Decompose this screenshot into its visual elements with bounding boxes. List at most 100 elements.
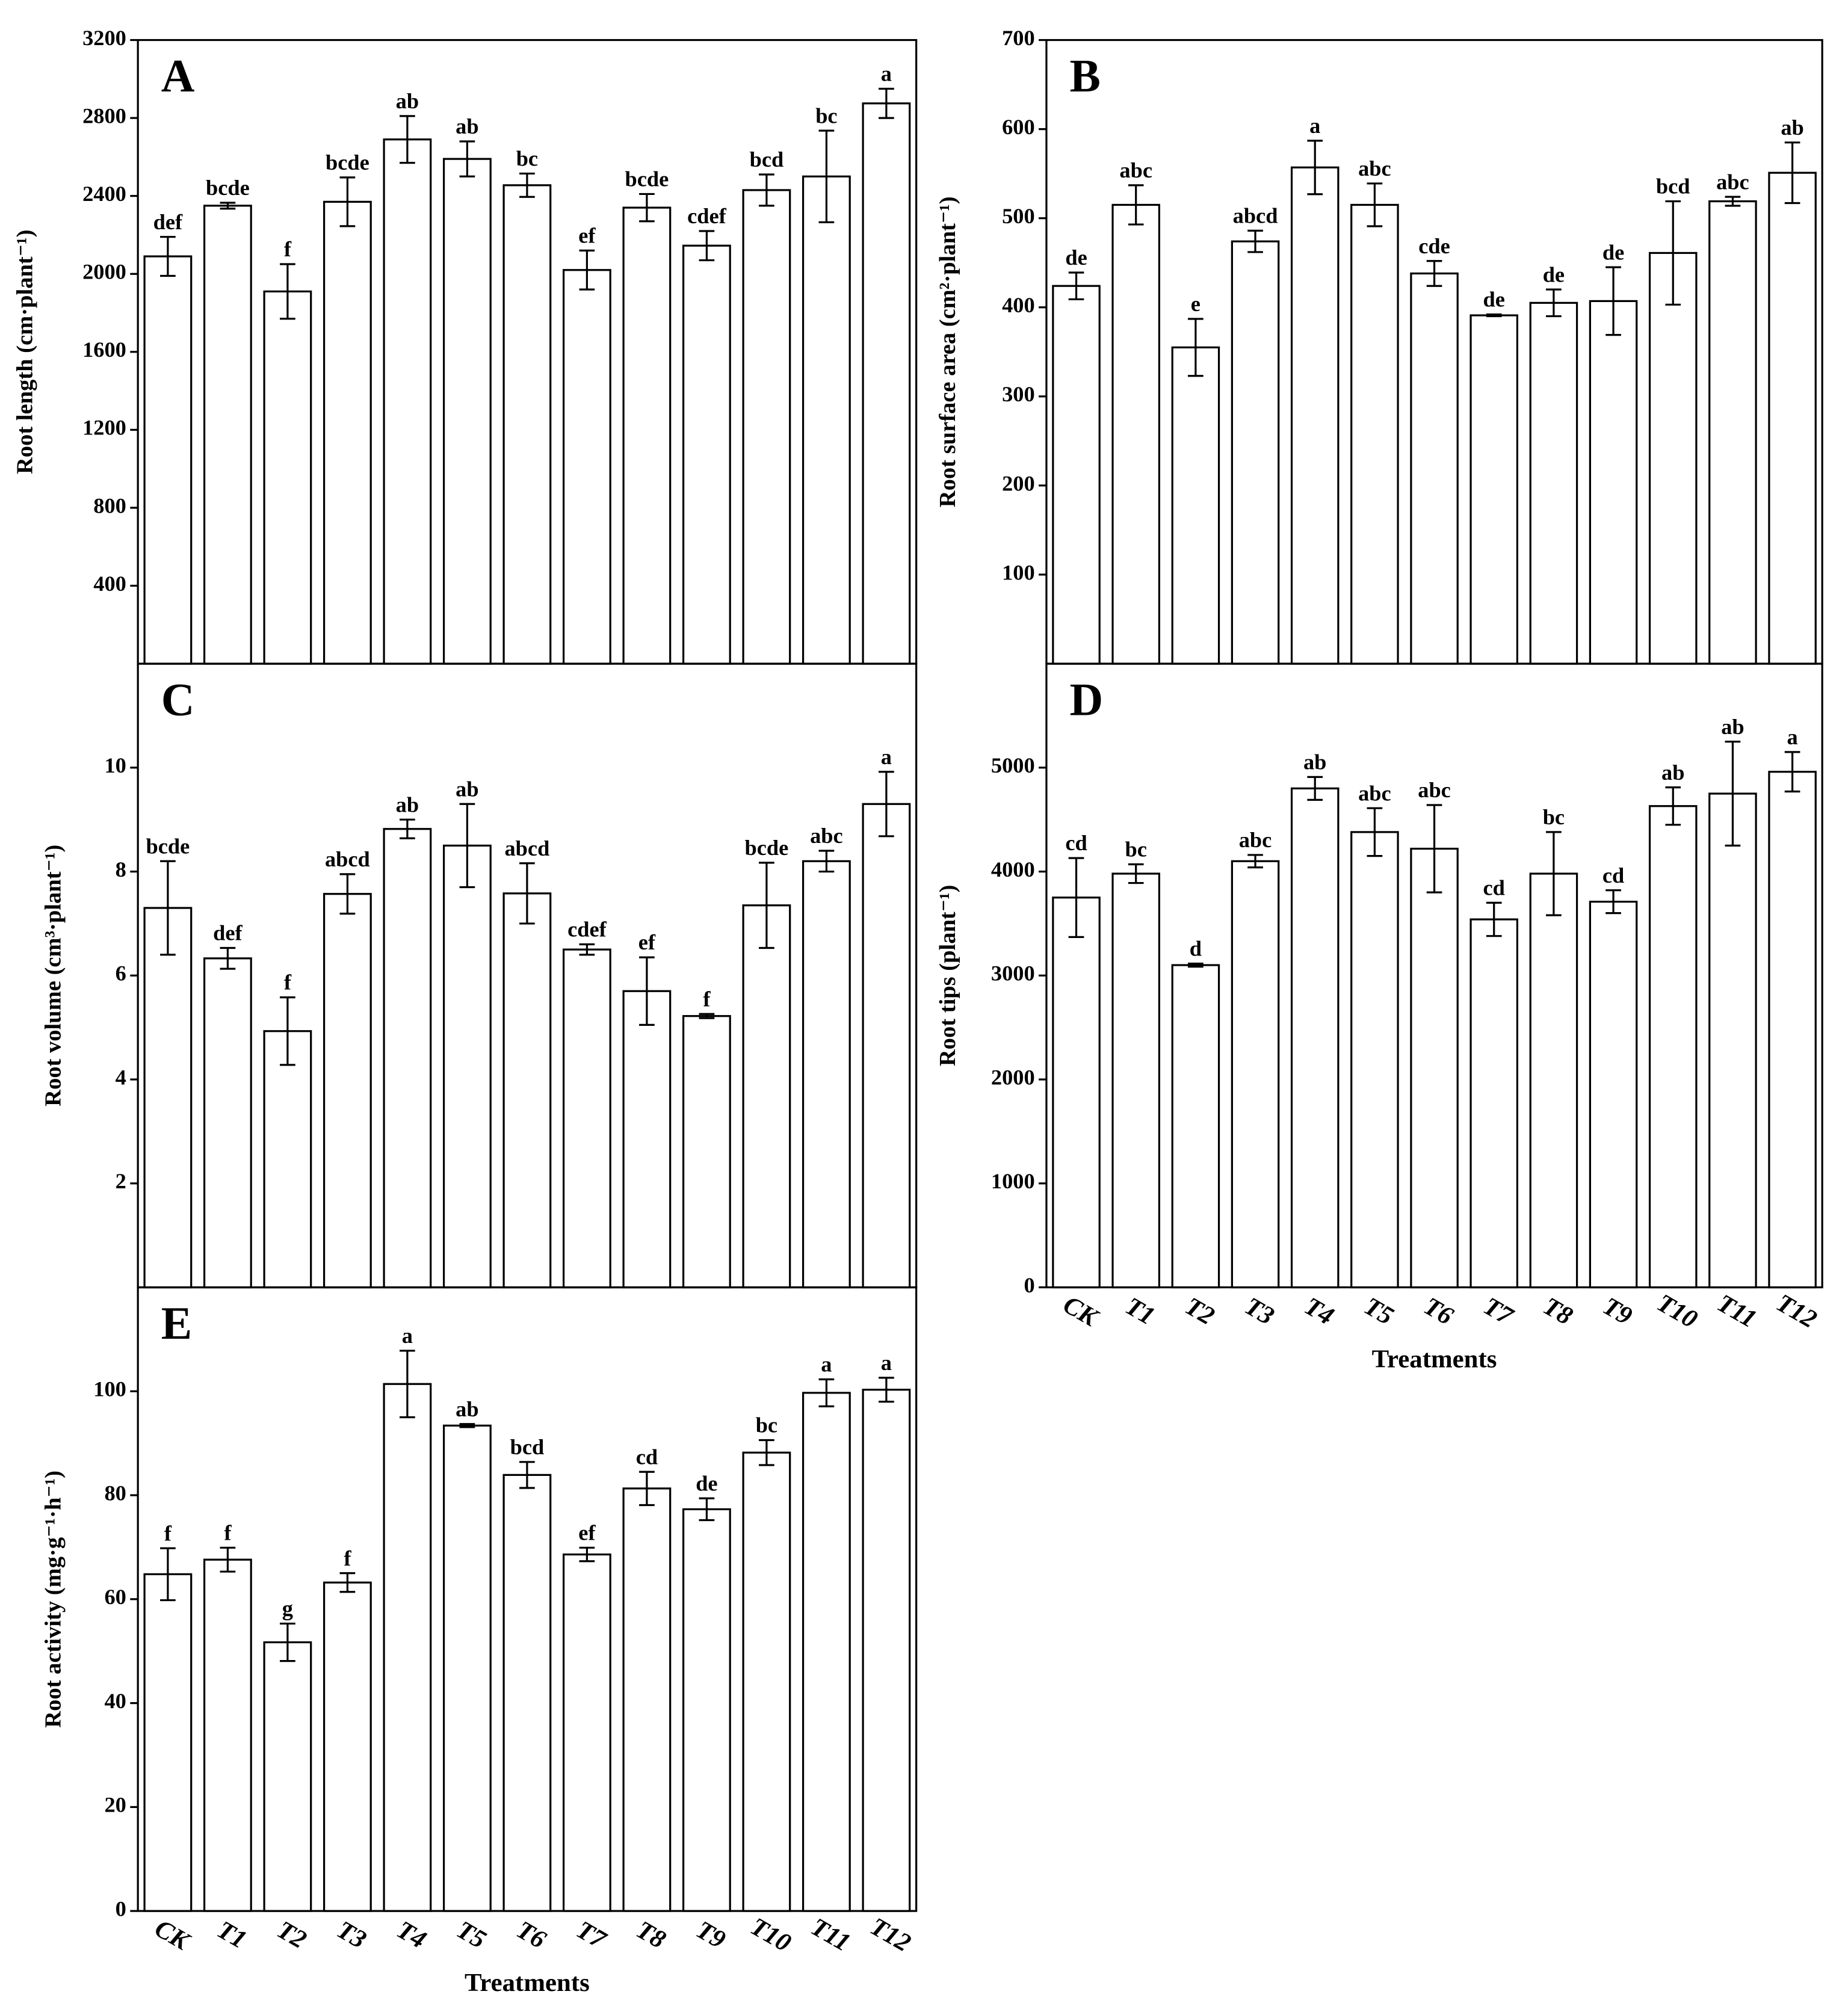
x-tick-label: CK xyxy=(150,1914,195,1956)
y-tick-label: 6 xyxy=(116,961,126,986)
significance-letter: a xyxy=(821,1353,832,1377)
significance-letter: ef xyxy=(578,1520,596,1545)
significance-letter: a xyxy=(881,745,892,769)
bar xyxy=(622,1487,672,1912)
error-bar xyxy=(1784,751,1800,793)
bar xyxy=(802,1392,851,1912)
significance-letter: de xyxy=(696,1471,717,1495)
error-bar xyxy=(1307,776,1323,801)
y-axis-label: Root activity (mg·g⁻¹·h⁻¹) xyxy=(41,1470,66,1728)
significance-letter: bcde xyxy=(146,834,190,858)
significance-letter: bcde xyxy=(326,150,369,174)
panel-label: A xyxy=(161,50,195,102)
bar xyxy=(1052,896,1101,1289)
bar xyxy=(1469,918,1519,1289)
x-tick-label: T1 xyxy=(1120,1292,1160,1330)
error-bar xyxy=(1307,140,1323,196)
error-bar xyxy=(759,1439,774,1466)
significance-letter: a xyxy=(402,1324,413,1348)
error-bar xyxy=(1128,184,1144,226)
significance-letter: ef xyxy=(578,224,596,248)
bar xyxy=(802,860,851,1289)
significance-letter: bcde xyxy=(625,167,669,191)
bar xyxy=(143,255,193,665)
bar xyxy=(383,138,432,665)
significance-letter: f xyxy=(344,1546,351,1570)
x-tick-label: T4 xyxy=(392,1916,431,1954)
significance-letter: def xyxy=(153,210,183,234)
x-tick-label: T11 xyxy=(806,1913,855,1957)
bar xyxy=(203,1558,252,1912)
significance-letter: de xyxy=(1602,240,1624,264)
error-bar xyxy=(639,193,655,223)
bar xyxy=(1589,901,1638,1289)
error-bar xyxy=(1486,901,1502,937)
significance-letter: bc xyxy=(815,103,837,128)
significance-letter: abcd xyxy=(504,836,549,860)
bar xyxy=(263,290,312,665)
bar xyxy=(1290,166,1340,665)
x-tick-label: T3 xyxy=(332,1916,371,1954)
bar xyxy=(442,158,492,665)
error-bar xyxy=(879,1377,894,1403)
significance-letter: abc xyxy=(1358,156,1391,181)
bar xyxy=(1171,964,1220,1289)
error-bar xyxy=(1367,807,1383,857)
y-tick-label: 300 xyxy=(1002,382,1035,406)
y-tick-label: 1600 xyxy=(82,338,126,362)
bar xyxy=(1410,847,1459,1289)
significance-letter: bcd xyxy=(1656,174,1690,199)
bar xyxy=(1768,771,1817,1289)
error-bar xyxy=(459,803,475,889)
error-bar xyxy=(1665,786,1681,826)
error-bar xyxy=(1546,288,1562,318)
y-tick-label: 60 xyxy=(104,1585,126,1609)
y-tick-label: 3000 xyxy=(991,961,1035,986)
error-bar xyxy=(280,263,295,320)
error-bar xyxy=(1605,889,1621,915)
x-tick-label: T2 xyxy=(1180,1292,1219,1330)
x-tick-label: T9 xyxy=(1598,1292,1637,1330)
significance-letter: f xyxy=(284,971,292,995)
y-tick-label: 80 xyxy=(104,1481,126,1505)
x-tick-label: T8 xyxy=(631,1916,670,1954)
error-bar xyxy=(579,1546,595,1563)
significance-letter: f xyxy=(164,1521,172,1545)
x-tick-label: T1 xyxy=(212,1916,252,1954)
error-bar xyxy=(1068,857,1084,939)
y-tick-label: 1200 xyxy=(82,416,126,440)
significance-letter: a xyxy=(881,62,892,86)
bar xyxy=(682,1015,731,1289)
error-bar xyxy=(339,176,356,227)
significance-letter: g xyxy=(282,1597,293,1621)
bar xyxy=(203,205,252,665)
significance-letter: bcde xyxy=(745,836,789,860)
panel-label: C xyxy=(161,674,195,726)
x-axis-label: Treatments xyxy=(465,1969,590,1997)
bar xyxy=(1111,872,1160,1289)
significance-letter: ab xyxy=(456,1397,478,1421)
error-bar xyxy=(400,1350,415,1419)
bar xyxy=(562,948,611,1289)
bar xyxy=(1708,792,1757,1289)
error-bar xyxy=(1426,260,1442,287)
error-bar xyxy=(759,173,774,207)
error-bar xyxy=(160,860,176,956)
error-bar xyxy=(1725,741,1741,847)
significance-letter: ab xyxy=(456,777,478,801)
bar xyxy=(862,803,911,1289)
significance-letter: cdef xyxy=(687,204,727,228)
y-axis-label: Root volume (cm³·plant⁻¹) xyxy=(41,845,66,1106)
bar xyxy=(1350,203,1399,665)
bar xyxy=(802,175,851,665)
significance-letter: abc xyxy=(1716,170,1749,194)
error-bar xyxy=(280,1622,295,1662)
error-bar xyxy=(579,249,595,291)
error-bar xyxy=(759,862,774,949)
bar xyxy=(442,844,492,1289)
x-tick-label: T6 xyxy=(1419,1292,1458,1331)
bar xyxy=(1708,200,1757,665)
bar xyxy=(1231,860,1280,1289)
significance-letter: bcd xyxy=(510,1435,545,1459)
bar xyxy=(502,1474,552,1912)
